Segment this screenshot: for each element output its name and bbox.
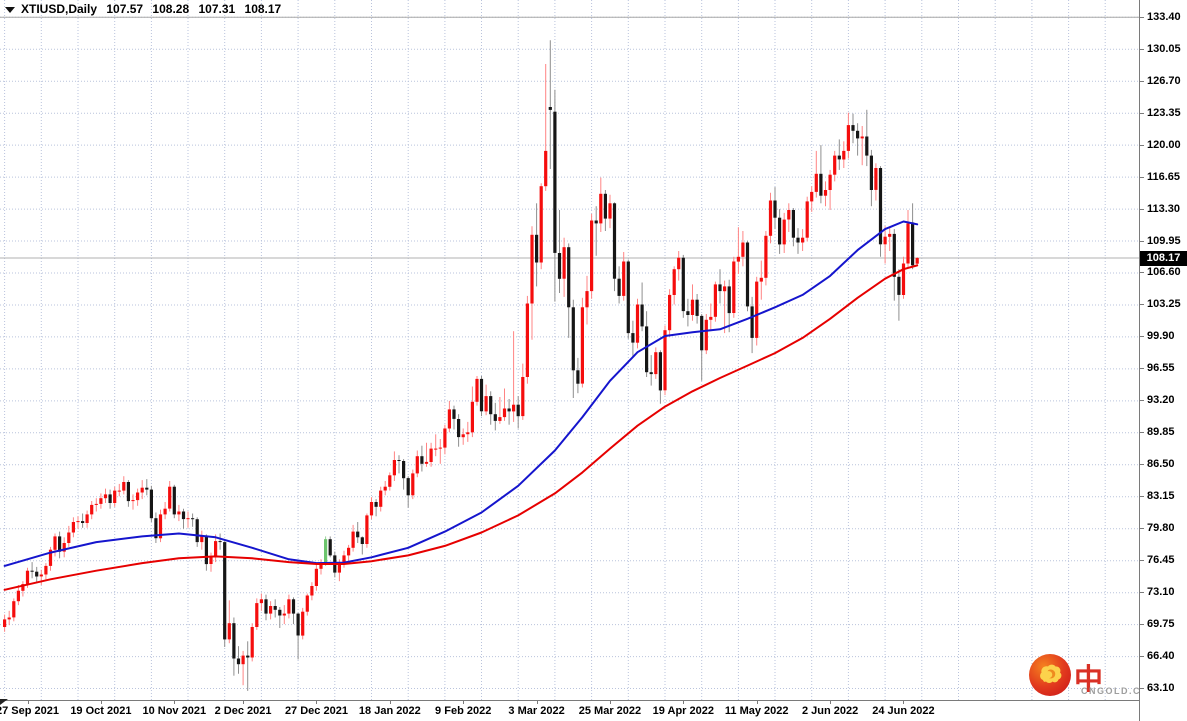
time-tick-label: 25 Mar 2022 xyxy=(578,705,642,717)
price-tick-label: 103.25 xyxy=(1147,298,1181,311)
time-tick-mark xyxy=(27,701,29,704)
ohlc-high-value: 108.28 xyxy=(152,2,190,16)
price-tick-label: 89.85 xyxy=(1147,426,1175,439)
time-tick-mark xyxy=(316,701,318,704)
price-tick-mark xyxy=(1140,272,1144,274)
time-tick-mark xyxy=(683,701,685,704)
ohlc-close-value: 108.17 xyxy=(244,2,282,16)
time-tick-label: 27 Dec 2021 xyxy=(284,705,348,717)
price-tick-mark xyxy=(1140,368,1144,370)
time-tick-label: 10 Nov 2021 xyxy=(142,705,207,717)
price-tick-label: 66.40 xyxy=(1147,650,1175,663)
price-tick-mark xyxy=(1140,400,1144,402)
price-tick-mark xyxy=(1140,336,1144,338)
price-tick-mark xyxy=(1140,112,1144,114)
price-tick-label: 99.90 xyxy=(1147,330,1175,343)
time-tick-label: 18 Jan 2022 xyxy=(358,705,421,717)
price-tick-label: 130.05 xyxy=(1147,42,1181,55)
price-tick-label: 96.55 xyxy=(1147,362,1175,375)
price-tick-label: 63.10 xyxy=(1147,682,1175,695)
chart-title-bar: XTIUSD,Daily 107.57 108.28 107.31 108.17 xyxy=(5,2,287,16)
time-tick-label: 19 Apr 2022 xyxy=(652,705,714,717)
cngold-cloud-logo-icon xyxy=(1029,654,1071,696)
time-tick-mark xyxy=(609,701,611,704)
price-tick-mark xyxy=(1140,432,1144,434)
price-tick-mark xyxy=(1140,592,1144,594)
price-tick-label: 86.50 xyxy=(1147,458,1175,471)
price-tick-mark xyxy=(1140,688,1144,690)
time-tick-label: 24 Jun 2022 xyxy=(872,705,935,717)
time-tick-label: 2 Jun 2022 xyxy=(801,705,859,717)
symbol-timeframe-label: XTIUSD,Daily xyxy=(21,2,98,16)
price-tick-mark xyxy=(1140,560,1144,562)
price-tick-mark xyxy=(1140,464,1144,466)
time-tick-mark xyxy=(389,701,391,704)
time-tick-mark xyxy=(536,701,538,704)
price-tick-label: 120.00 xyxy=(1147,138,1181,151)
price-tick-mark xyxy=(1140,624,1144,626)
price-tick-label: 93.20 xyxy=(1147,394,1175,407)
time-tick-mark xyxy=(243,701,245,704)
price-tick-label: 69.75 xyxy=(1147,618,1175,631)
time-tick-mark xyxy=(756,701,758,704)
time-tick-label: 27 Sep 2021 xyxy=(0,705,60,717)
price-tick-label: 116.65 xyxy=(1147,170,1181,183)
time-tick-mark xyxy=(174,701,176,704)
price-tick-mark xyxy=(1140,656,1144,658)
time-tick-mark xyxy=(903,701,905,704)
cngold-domain-text: CNGOLD.COM.CN xyxy=(1081,686,1179,696)
price-tick-mark xyxy=(1140,176,1144,178)
price-tick-label: 113.30 xyxy=(1147,202,1181,215)
chart-title: XTIUSD,Daily 107.57 108.28 107.31 108.17 xyxy=(21,2,287,16)
price-tick-mark xyxy=(1140,304,1144,306)
ohlc-low-value: 107.31 xyxy=(198,2,236,16)
price-tick-label: 133.40 xyxy=(1147,10,1181,23)
price-tick-mark xyxy=(1140,208,1144,210)
price-tick-label: 76.45 xyxy=(1147,554,1175,567)
price-tick-label: 79.80 xyxy=(1147,522,1175,535)
time-tick-label: 9 Feb 2022 xyxy=(435,705,492,717)
axis-corner-marker-icon xyxy=(0,699,8,705)
price-tick-mark xyxy=(1140,240,1144,242)
current-price-tag: 108.17 xyxy=(1140,250,1187,266)
time-tick-mark xyxy=(100,701,102,704)
time-tick-label: 11 May 2022 xyxy=(724,705,789,717)
price-tick-mark xyxy=(1140,80,1144,82)
price-tick-mark xyxy=(1140,48,1144,50)
time-tick-mark xyxy=(830,701,832,704)
price-tick-mark xyxy=(1140,496,1144,498)
price-tick-label: 106.60 xyxy=(1147,266,1181,279)
price-tick-label: 73.10 xyxy=(1147,586,1175,599)
price-tick-label: 126.70 xyxy=(1147,74,1181,87)
time-tick-label: 3 Mar 2022 xyxy=(508,705,565,717)
price-tick-label: 109.95 xyxy=(1147,234,1181,247)
time-tick-label: 2 Dec 2021 xyxy=(214,705,272,717)
price-axis[interactable]: 133.40 130.05 126.70 123.35 120.00 116.65 113.… xyxy=(1139,0,1187,721)
time-tick-mark xyxy=(463,701,465,704)
price-tick-mark xyxy=(1140,16,1144,18)
price-tick-mark xyxy=(1140,528,1144,530)
ohlc-open-value: 107.57 xyxy=(106,2,144,16)
time-axis[interactable]: 27 Sep 2021 19 Oct 2021 10 Nov 2021 2 Dec 2… xyxy=(0,700,1139,721)
price-tick-label: 123.35 xyxy=(1147,106,1181,119)
candlestick-chart-area[interactable] xyxy=(0,0,1140,700)
ma-slow-red xyxy=(3,264,919,591)
price-tick-label: 83.15 xyxy=(1147,490,1175,503)
time-tick-label: 19 Oct 2021 xyxy=(70,705,132,717)
price-tick-mark xyxy=(1140,144,1144,146)
ma-fast-blue xyxy=(3,220,919,567)
symbol-dropdown-icon[interactable] xyxy=(5,7,15,13)
